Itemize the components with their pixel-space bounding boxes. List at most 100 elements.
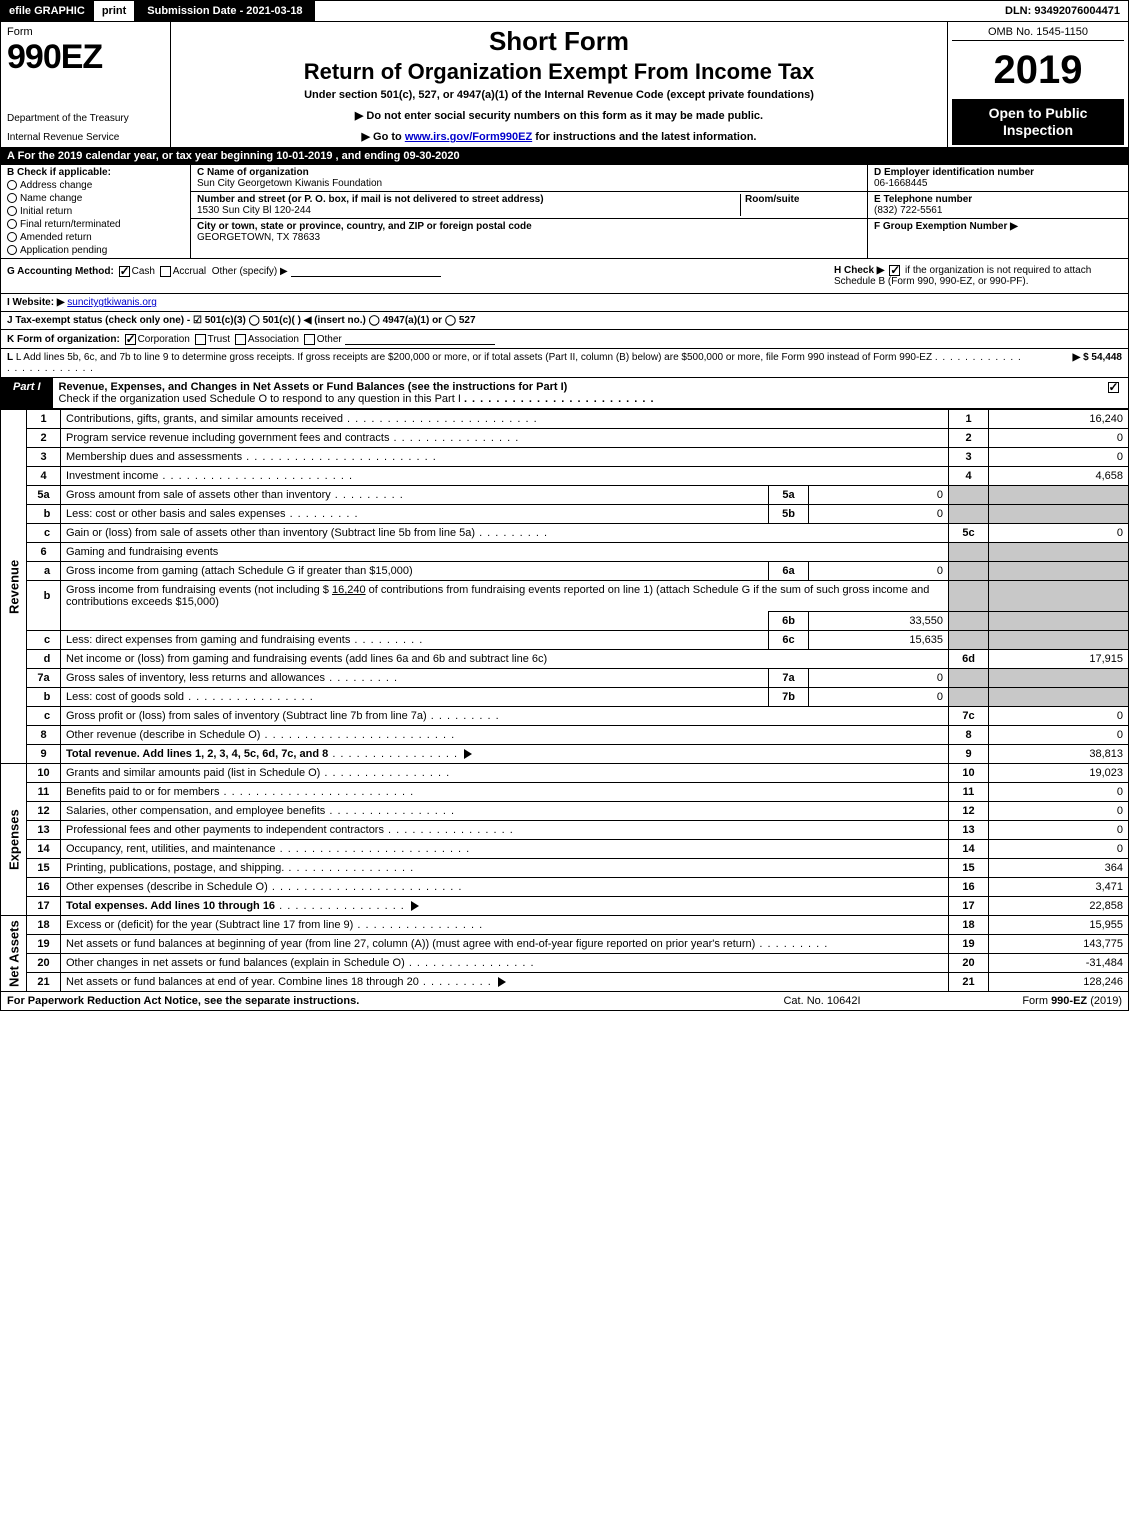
return-title: Return of Organization Exempt From Incom… bbox=[177, 59, 941, 85]
goto-prefix: ▶ Go to bbox=[362, 131, 405, 143]
line-3: 3 Membership dues and assessments 3 0 bbox=[1, 448, 1129, 467]
arrow-icon bbox=[464, 749, 472, 759]
street-label: Number and street (or P. O. box, if mail… bbox=[197, 194, 736, 205]
line-9: 9 Total revenue. Add lines 1, 2, 3, 4, 5… bbox=[1, 745, 1129, 764]
page-footer: For Paperwork Reduction Act Notice, see … bbox=[0, 992, 1129, 1011]
checkbox-association[interactable] bbox=[235, 334, 246, 345]
org-info-block: B Check if applicable: Address change Na… bbox=[0, 165, 1129, 259]
checkbox-trust[interactable] bbox=[195, 334, 206, 345]
checkbox-other-org[interactable] bbox=[304, 334, 315, 345]
org-name-value: Sun City Georgetown Kiwanis Foundation bbox=[197, 178, 861, 189]
col-b-header: B Check if applicable: bbox=[7, 167, 184, 178]
checkbox-accrual[interactable] bbox=[160, 266, 171, 277]
part-i-title: Revenue, Expenses, and Changes in Net As… bbox=[53, 378, 1098, 408]
under-section: Under section 501(c), 527, or 4947(a)(1)… bbox=[177, 89, 941, 101]
form-header: Form 990EZ Department of the Treasury In… bbox=[0, 22, 1129, 148]
line-11: 11 Benefits paid to or for members 11 0 bbox=[1, 783, 1129, 802]
line-15: 15 Printing, publications, postage, and … bbox=[1, 859, 1129, 878]
goto-suffix: for instructions and the latest informat… bbox=[532, 131, 756, 143]
line-6b: 6b 33,550 bbox=[1, 612, 1129, 631]
street-value: 1530 Sun City Bl 120-244 bbox=[197, 205, 736, 216]
room-label: Room/suite bbox=[745, 194, 861, 205]
line-7c: c Gross profit or (loss) from sales of i… bbox=[1, 707, 1129, 726]
part-i-header: Part I Revenue, Expenses, and Changes in… bbox=[0, 378, 1129, 409]
city-label: City or town, state or province, country… bbox=[197, 221, 861, 232]
header-mid: Short Form Return of Organization Exempt… bbox=[171, 22, 948, 147]
line-18: Net Assets 18 Excess or (deficit) for th… bbox=[1, 916, 1129, 935]
line-1: Revenue 1 Contributions, gifts, grants, … bbox=[1, 410, 1129, 429]
line-6b-pre: b Gross income from fundraising events (… bbox=[1, 581, 1129, 612]
line-2: 2 Program service revenue including gove… bbox=[1, 429, 1129, 448]
checkbox-corporation[interactable] bbox=[125, 334, 136, 345]
footer-form: Form 990-EZ (2019) bbox=[922, 995, 1122, 1007]
expenses-side-label: Expenses bbox=[1, 764, 27, 916]
line-7a: 7a Gross sales of inventory, less return… bbox=[1, 669, 1129, 688]
website-label: I Website: ▶ bbox=[7, 297, 65, 308]
ein-value: 06-1668445 bbox=[874, 178, 1122, 189]
opt-application-pending[interactable]: Application pending bbox=[7, 245, 184, 256]
col-c-org-name-address: C Name of organization Sun City Georgeto… bbox=[191, 165, 868, 258]
l-text: L L Add lines 5b, 6c, and 7b to line 9 t… bbox=[7, 352, 1022, 374]
g-label: G Accounting Method: bbox=[7, 266, 114, 277]
opt-initial-return[interactable]: Initial return bbox=[7, 206, 184, 217]
group-exemption-label: F Group Exemption Number ▶ bbox=[874, 221, 1122, 232]
row-j-tax-exempt: J Tax-exempt status (check only one) - ☑… bbox=[0, 312, 1129, 330]
part-i-table: Revenue 1 Contributions, gifts, grants, … bbox=[0, 409, 1129, 992]
line-12: 12 Salaries, other compensation, and emp… bbox=[1, 802, 1129, 821]
phone-value: (832) 722-5561 bbox=[874, 205, 1122, 216]
cell-phone: E Telephone number (832) 722-5561 bbox=[868, 192, 1128, 219]
org-name-label: C Name of organization bbox=[197, 167, 861, 178]
col-def: D Employer identification number 06-1668… bbox=[868, 165, 1128, 258]
circle-icon bbox=[7, 206, 17, 216]
cell-group-exemption: F Group Exemption Number ▶ bbox=[868, 219, 1128, 258]
city-value: GEORGETOWN, TX 78633 bbox=[197, 232, 861, 243]
other-specify-field[interactable] bbox=[291, 265, 441, 277]
footer-left: For Paperwork Reduction Act Notice, see … bbox=[7, 995, 722, 1007]
line-14: 14 Occupancy, rent, utilities, and maint… bbox=[1, 840, 1129, 859]
arrow-icon bbox=[498, 977, 506, 987]
circle-icon bbox=[7, 245, 17, 255]
checkbox-schedule-o[interactable] bbox=[1108, 382, 1119, 393]
other-org-field[interactable] bbox=[345, 333, 495, 345]
netassets-side-label: Net Assets bbox=[1, 916, 27, 992]
opt-name-change[interactable]: Name change bbox=[7, 193, 184, 204]
line-16: 16 Other expenses (describe in Schedule … bbox=[1, 878, 1129, 897]
tax-exempt-text: J Tax-exempt status (check only one) - ☑… bbox=[7, 315, 476, 326]
opt-address-change[interactable]: Address change bbox=[7, 180, 184, 191]
circle-icon bbox=[7, 180, 17, 190]
opt-final-return[interactable]: Final return/terminated bbox=[7, 219, 184, 230]
checkbox-schedule-b[interactable] bbox=[889, 265, 900, 276]
circle-icon bbox=[7, 232, 17, 242]
efile-label: efile bbox=[9, 5, 31, 17]
line-6a: a Gross income from gaming (attach Sched… bbox=[1, 562, 1129, 581]
line-17: 17 Total expenses. Add lines 10 through … bbox=[1, 897, 1129, 916]
graphic-label: GRAPHIC bbox=[34, 5, 85, 17]
footer-cat-no: Cat. No. 10642I bbox=[722, 995, 922, 1007]
line-13: 13 Professional fees and other payments … bbox=[1, 821, 1129, 840]
submission-date: Submission Date - 2021-03-18 bbox=[135, 1, 314, 21]
opt-amended-return[interactable]: Amended return bbox=[7, 232, 184, 243]
goto-link[interactable]: www.irs.gov/Form990EZ bbox=[405, 131, 532, 143]
row-l-gross-receipts: L L Add lines 5b, 6c, and 7b to line 9 t… bbox=[0, 349, 1129, 378]
revenue-side-label: Revenue bbox=[1, 410, 27, 764]
line-21: 21 Net assets or fund balances at end of… bbox=[1, 973, 1129, 992]
cell-accounting-method: G Accounting Method: Cash Accrual Other … bbox=[1, 259, 828, 293]
omb-label: OMB No. 1545-1150 bbox=[952, 24, 1124, 41]
phone-label: E Telephone number bbox=[874, 194, 1122, 205]
print-button[interactable]: print bbox=[94, 1, 135, 21]
line-5b: b Less: cost or other basis and sales ex… bbox=[1, 505, 1129, 524]
line-5c: c Gain or (loss) from sale of assets oth… bbox=[1, 524, 1129, 543]
part-i-schedule-o-check bbox=[1098, 378, 1128, 408]
efile-button[interactable]: efile GRAPHIC bbox=[1, 1, 94, 21]
circle-icon bbox=[7, 219, 17, 229]
irs-label: Internal Revenue Service bbox=[7, 132, 164, 143]
line-10: Expenses 10 Grants and similar amounts p… bbox=[1, 764, 1129, 783]
row-i-website: I Website: ▶ suncitygtkiwanis.org bbox=[0, 294, 1129, 312]
checkbox-cash[interactable] bbox=[119, 266, 130, 277]
ein-label: D Employer identification number bbox=[874, 167, 1122, 178]
line-6: 6 Gaming and fundraising events bbox=[1, 543, 1129, 562]
line-6d: d Net income or (loss) from gaming and f… bbox=[1, 650, 1129, 669]
form-label: Form bbox=[7, 26, 164, 38]
website-link[interactable]: suncitygtkiwanis.org bbox=[67, 297, 156, 308]
header-left: Form 990EZ Department of the Treasury In… bbox=[1, 22, 171, 147]
